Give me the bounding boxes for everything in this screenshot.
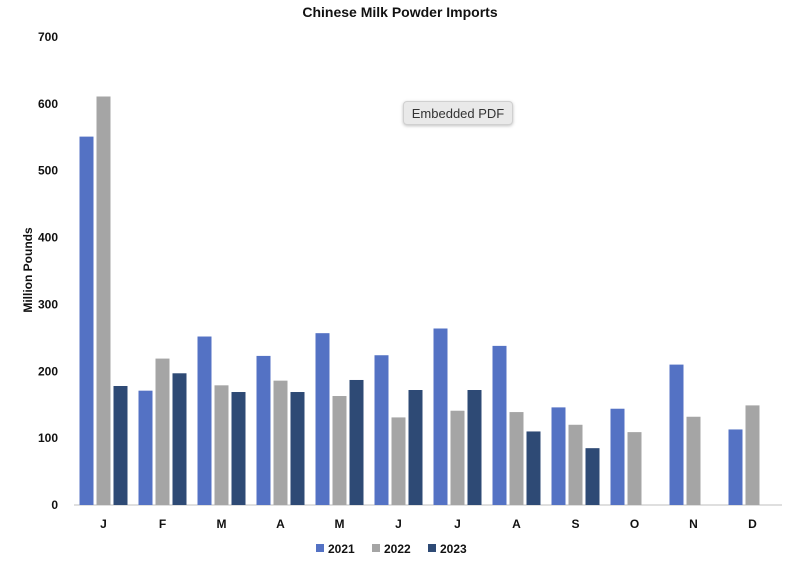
bar-2023-2 <box>231 392 246 505</box>
y-axis-ticks: 0 100 200 300 400 500 600 700 <box>38 30 58 512</box>
x-tick-label: D <box>748 517 757 531</box>
bar-2022-9 <box>627 432 642 505</box>
x-tick-label: S <box>571 517 579 531</box>
x-tick-label: M <box>335 517 345 531</box>
y-tick-label: 700 <box>38 30 58 44</box>
x-tick-label: A <box>276 517 285 531</box>
bar-2021-0 <box>79 136 94 506</box>
y-tick-label: 600 <box>38 97 58 111</box>
legend-label-2023: 2023 <box>440 542 467 556</box>
bars <box>79 96 760 506</box>
y-axis-label: Million Pounds <box>21 227 35 313</box>
bar-2021-1 <box>138 390 153 505</box>
legend: 2021 2022 2023 <box>316 542 467 556</box>
bar-2021-5 <box>374 355 389 505</box>
x-tick-label: J <box>454 517 461 531</box>
x-tick-label: A <box>512 517 521 531</box>
bar-2023-8 <box>585 448 600 505</box>
bar-2023-1 <box>172 373 187 505</box>
bar-2021-3 <box>256 355 271 505</box>
bar-2021-8 <box>551 407 566 505</box>
bar-2022-6 <box>450 410 465 505</box>
x-tick-label: N <box>689 517 698 531</box>
legend-swatch-2021 <box>316 544 324 552</box>
bar-2021-10 <box>669 364 684 505</box>
x-tick-label: J <box>100 517 107 531</box>
bar-2022-8 <box>568 424 583 505</box>
bar-2021-11 <box>728 429 743 505</box>
bar-2022-10 <box>686 416 701 505</box>
bar-2023-7 <box>526 431 541 505</box>
x-tick-label: O <box>630 517 639 531</box>
bar-2021-6 <box>433 328 448 505</box>
bar-2021-4 <box>315 333 330 505</box>
bar-2022-11 <box>745 405 760 505</box>
bar-2023-5 <box>408 390 423 505</box>
bar-2022-3 <box>273 380 288 505</box>
bar-2021-2 <box>197 336 212 505</box>
bar-2023-6 <box>467 390 482 505</box>
bar-2022-7 <box>509 412 524 505</box>
bar-2023-0 <box>113 385 128 505</box>
legend-label-2022: 2022 <box>384 542 411 556</box>
y-tick-label: 400 <box>38 231 58 245</box>
bar-2022-2 <box>214 385 229 505</box>
legend-swatch-2022 <box>372 544 380 552</box>
bar-2022-1 <box>155 358 170 505</box>
legend-swatch-2023 <box>428 544 436 552</box>
y-tick-label: 200 <box>38 364 58 378</box>
x-tick-label: J <box>395 517 402 531</box>
bar-2022-0 <box>96 96 111 505</box>
y-tick-label: 300 <box>38 297 58 311</box>
y-tick-label: 0 <box>51 498 58 512</box>
bar-2022-4 <box>332 396 347 505</box>
bar-2022-5 <box>391 417 406 505</box>
bar-2023-4 <box>349 379 364 505</box>
embedded-pdf-badge[interactable]: Embedded PDF <box>403 101 513 125</box>
legend-label-2021: 2021 <box>328 542 355 556</box>
bar-2021-9 <box>610 408 625 505</box>
x-tick-label: F <box>159 517 166 531</box>
chart-title: Chinese Milk Powder Imports <box>302 4 497 20</box>
x-tick-label: M <box>217 517 227 531</box>
bar-2021-7 <box>492 345 507 505</box>
y-tick-label: 100 <box>38 431 58 445</box>
y-tick-label: 500 <box>38 164 58 178</box>
bar-2023-3 <box>290 392 305 505</box>
